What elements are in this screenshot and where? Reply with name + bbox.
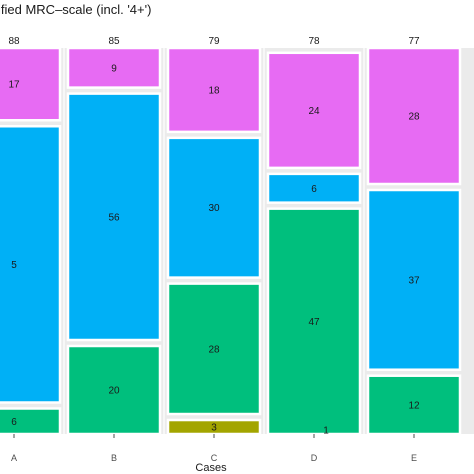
column-total-label: 77 bbox=[408, 36, 420, 47]
x-tick-label: E bbox=[411, 453, 417, 463]
stack-segment bbox=[166, 282, 262, 416]
segment-value-label: 18 bbox=[208, 85, 220, 96]
segment-value-label: 20 bbox=[108, 386, 120, 397]
segment-value-label: 28 bbox=[408, 112, 420, 123]
stack-segment bbox=[366, 188, 462, 371]
stack-segment bbox=[366, 46, 462, 186]
x-tick-label: B bbox=[111, 453, 117, 463]
segment-value-label: 17 bbox=[8, 80, 20, 91]
stack-segment bbox=[166, 136, 262, 279]
segment-value-label: 3 bbox=[211, 423, 217, 434]
x-tick-label: D bbox=[311, 453, 318, 463]
segment-labels-layer: 6 5 17 20 56 9 3 28 30 18 47 6 24 1 12 37 28 bbox=[8, 63, 420, 436]
stack-segment bbox=[266, 51, 362, 170]
x-tick-label: C bbox=[211, 453, 218, 463]
segment-value-label: 47 bbox=[308, 317, 320, 328]
extra-value-label: 1 bbox=[323, 426, 329, 437]
stack-segment bbox=[66, 344, 162, 436]
segment-value-label: 5 bbox=[11, 260, 17, 271]
column-total-label: 88 bbox=[8, 36, 20, 47]
segment-value-label: 6 bbox=[11, 417, 17, 428]
chart-title: ified MRC–scale (incl. '4+') bbox=[0, 2, 151, 17]
segment-value-label: 30 bbox=[208, 203, 220, 214]
x-axis-title: Cases bbox=[195, 462, 227, 474]
segment-value-label: 37 bbox=[408, 275, 420, 286]
stack-segment bbox=[0, 407, 62, 436]
stack-segment bbox=[166, 46, 262, 134]
segment-value-label: 12 bbox=[408, 400, 420, 411]
segment-value-label: 6 bbox=[311, 184, 317, 195]
stack-segment bbox=[0, 125, 62, 404]
column-total-label: 78 bbox=[308, 36, 320, 47]
totals-layer: 88 85 79 78 77 bbox=[8, 36, 420, 47]
stack-segment bbox=[266, 172, 362, 204]
stack-segment bbox=[366, 374, 462, 436]
stack-segment bbox=[66, 92, 162, 342]
segment-value-label: 24 bbox=[308, 106, 320, 117]
segment-value-label: 56 bbox=[108, 212, 120, 223]
segment-value-label: 9 bbox=[111, 63, 117, 74]
stack-segment bbox=[66, 46, 162, 89]
column-total-label: 85 bbox=[108, 36, 120, 47]
bars-layer bbox=[0, 46, 462, 436]
segment-value-label: 28 bbox=[208, 344, 220, 355]
x-axis-ticks: A B C D E bbox=[11, 27, 417, 463]
x-tick-label: A bbox=[11, 453, 17, 463]
stack-segment bbox=[0, 46, 62, 122]
column-total-label: 79 bbox=[208, 36, 220, 47]
